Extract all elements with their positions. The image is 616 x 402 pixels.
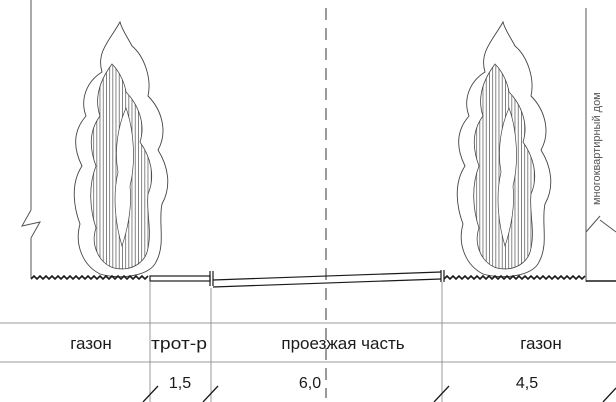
left-boundary: [21, 0, 41, 278]
dim-carriageway: 6,0: [299, 375, 321, 392]
section-table: [0, 282, 616, 402]
tree-icon: [73, 20, 169, 278]
ground-hatch-icon: [443, 274, 586, 281]
ground-hatch-icon: [30, 274, 149, 281]
building-label: многоквартирный дом: [591, 92, 603, 205]
tree-icon: [456, 20, 552, 278]
zone-label-carriageway: проезжая часть: [281, 334, 404, 353]
dim-lawn-right: 4,5: [516, 375, 538, 392]
dimension-tick-icon: [142, 385, 616, 402]
zone-label-lawn-right: газон: [520, 334, 562, 353]
building: многоквартирный дом: [585, 8, 616, 282]
carriageway: [212, 270, 445, 288]
zone-label-sidewalk: трот-р: [151, 334, 207, 353]
dim-sidewalk: 1,5: [169, 375, 191, 392]
sidewalk: [149, 271, 214, 286]
break-symbol-icon: [21, 209, 41, 239]
zone-label-lawn-left: газон: [70, 334, 112, 353]
